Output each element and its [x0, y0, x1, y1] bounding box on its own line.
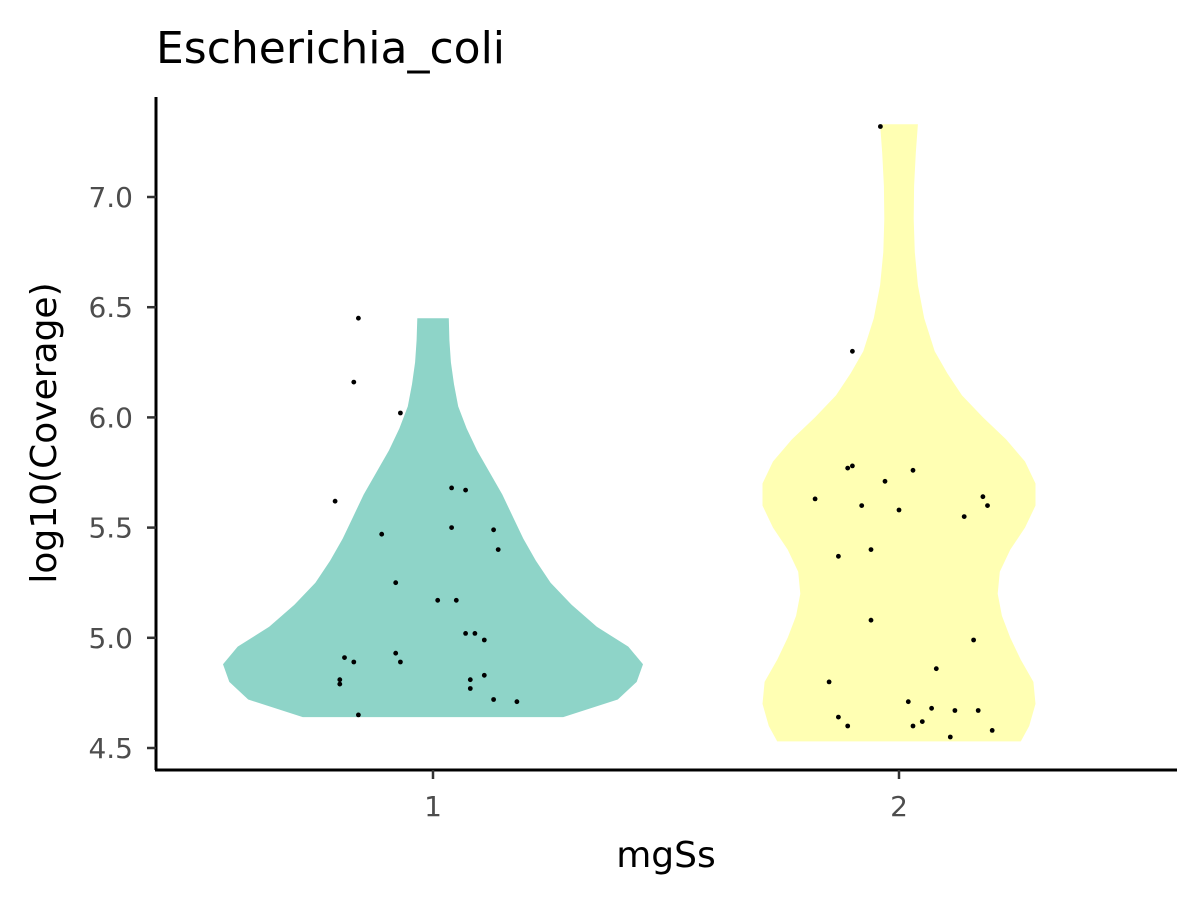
data-point: [351, 659, 357, 665]
data-point: [882, 478, 888, 484]
data-point: [868, 617, 874, 623]
data-point: [332, 498, 338, 504]
data-point: [878, 124, 883, 129]
data-point: [971, 637, 976, 643]
violin-1: [223, 318, 643, 718]
chart-title: Escherichia_coli: [156, 23, 505, 74]
data-point: [850, 348, 855, 354]
data-point: [337, 681, 343, 687]
data-point: [850, 463, 855, 469]
data-points: [332, 124, 995, 740]
data-point: [435, 597, 441, 603]
data-point: [905, 699, 911, 705]
data-point: [859, 503, 865, 508]
data-point: [985, 503, 990, 508]
data-point: [836, 714, 841, 720]
x-axis-label: mgSs: [616, 835, 716, 876]
data-point: [356, 315, 361, 321]
data-point: [379, 531, 385, 537]
data-point: [989, 728, 995, 733]
x-tick-label: 2: [890, 790, 908, 823]
data-point: [398, 410, 403, 416]
data-point: [463, 631, 468, 636]
data-point: [910, 723, 916, 729]
data-point: [868, 547, 874, 552]
data-point: [952, 708, 958, 713]
data-point: [845, 465, 851, 471]
data-point: [495, 547, 501, 552]
y-axis-ticks: 4.5 5.0 5.5 6.0 6.5 7.0: [88, 181, 156, 765]
data-point: [491, 697, 496, 702]
data-point: [975, 708, 981, 713]
data-point: [491, 527, 496, 533]
data-point: [845, 723, 851, 729]
data-point: [356, 712, 361, 718]
data-point: [467, 677, 473, 683]
data-point: [453, 597, 459, 603]
violins: [223, 124, 1036, 742]
data-point: [449, 525, 454, 530]
data-point: [481, 637, 487, 643]
data-point: [342, 655, 347, 660]
y-tick-label: 5.0: [88, 622, 133, 655]
y-tick-label: 6.5: [88, 291, 133, 324]
data-point: [896, 507, 902, 513]
y-tick-label: 7.0: [88, 181, 133, 214]
y-axis-label: log10(Coverage): [24, 282, 65, 583]
data-point: [933, 666, 939, 672]
violin-2: [762, 124, 1036, 742]
data-point: [836, 553, 841, 559]
y-tick-label: 6.0: [88, 401, 133, 434]
data-point: [467, 686, 473, 691]
data-point: [351, 379, 357, 385]
data-point: [929, 705, 934, 711]
data-point: [980, 494, 986, 500]
x-tick-label: 1: [424, 790, 442, 823]
data-point: [398, 659, 403, 665]
data-point: [463, 487, 468, 493]
data-point: [826, 679, 832, 685]
y-tick-label: 4.5: [88, 732, 133, 765]
data-point: [449, 485, 454, 491]
data-point: [393, 650, 399, 656]
y-tick-label: 5.5: [88, 512, 133, 545]
data-point: [961, 514, 967, 519]
data-point: [514, 699, 520, 705]
data-point: [947, 734, 953, 740]
data-point: [812, 496, 818, 502]
data-point: [919, 719, 925, 724]
data-point: [393, 580, 399, 586]
data-point: [910, 467, 916, 473]
data-point: [337, 677, 343, 683]
data-point: [481, 672, 487, 678]
data-point: [472, 631, 478, 636]
